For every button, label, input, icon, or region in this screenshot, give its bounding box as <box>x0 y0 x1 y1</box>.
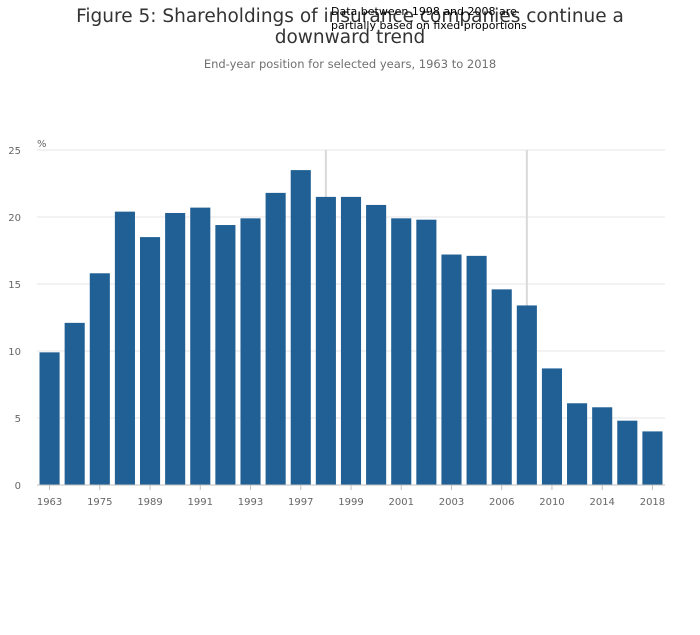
bar-1989 <box>139 237 161 485</box>
bar-1991 <box>190 207 211 485</box>
chart-annotation: Data between 1998 and 2008 are partially… <box>331 5 527 32</box>
bar-1990 <box>165 212 186 486</box>
bar-2018 <box>642 431 663 485</box>
bar-2004 <box>466 255 487 485</box>
bar-1997 <box>290 170 311 485</box>
x-tick-label: 1993 <box>238 497 263 508</box>
x-tick-label: 2014 <box>589 497 614 508</box>
bar-1992 <box>215 225 236 486</box>
x-tick-label: 1989 <box>137 497 162 508</box>
bar-1969 <box>64 322 85 485</box>
x-tick-label: 2003 <box>439 497 464 508</box>
bar-2006 <box>491 289 512 485</box>
y-tick-label: 10 <box>8 347 21 358</box>
x-tick-label: 2010 <box>539 497 564 508</box>
y-tick-label: 5 <box>15 414 21 425</box>
x-tick-label: 1975 <box>87 497 112 508</box>
bar-1994 <box>265 192 286 485</box>
bar-2008 <box>516 305 537 485</box>
x-tick-label: 2006 <box>489 497 514 508</box>
chart-subtitle: End-year position for selected years, 19… <box>203 57 497 71</box>
bars <box>39 170 663 486</box>
bar-2012 <box>567 403 588 485</box>
x-tick-label: 2001 <box>389 497 414 508</box>
bar-1993 <box>240 218 261 485</box>
bar-2010 <box>541 368 563 485</box>
axes: 0 5 10 15 20 25 1963 1975 1989 1991 1993 1997 1999 20… <box>8 146 665 508</box>
x-tick-label: 1991 <box>188 497 213 508</box>
y-axis-unit-label: % <box>37 139 47 150</box>
bar-1999 <box>340 196 362 485</box>
bar-1963 <box>39 352 60 485</box>
chart-title: Figure 5: Shareholdings of insurance com… <box>76 6 624 48</box>
x-tick-label: 1963 <box>37 497 62 508</box>
bar-2001 <box>391 218 412 485</box>
bar-1998 <box>315 196 336 485</box>
bar-2003 <box>441 254 462 485</box>
y-tick-label: 15 <box>8 280 21 291</box>
bar-2014 <box>592 407 613 485</box>
bar-1975 <box>89 273 110 485</box>
bar-2016 <box>617 420 638 485</box>
y-tick-label: 20 <box>8 213 21 224</box>
y-tick-label: 25 <box>8 146 21 157</box>
x-tick-label: 1999 <box>338 497 363 508</box>
bar-2000 <box>366 204 387 485</box>
y-tick-label: 0 <box>15 481 21 492</box>
bar-2002 <box>416 219 437 485</box>
x-tick-label: 1997 <box>288 497 313 508</box>
x-tick-label: 2018 <box>640 497 665 508</box>
bar-1981 <box>114 211 135 485</box>
